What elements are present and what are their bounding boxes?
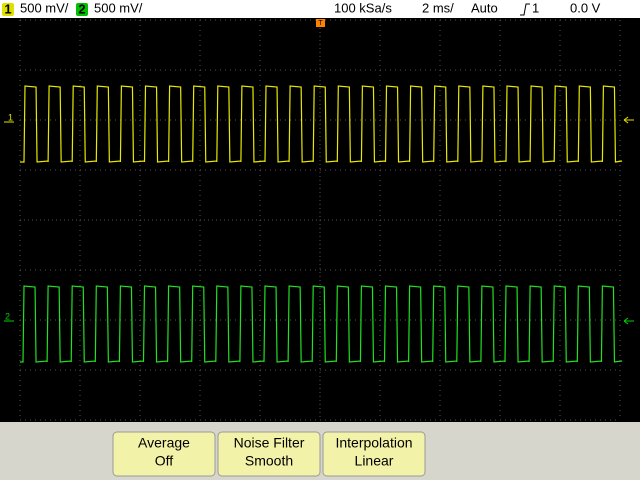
ch2-scale: 500 mV/ [94,0,143,15]
softkey-label[interactable]: Noise Filter [234,435,305,451]
waveform-trace [20,285,623,363]
ch1-badge [2,3,14,16]
ch1-marker: 1 [8,112,13,122]
softkey-label[interactable]: Interpolation [335,435,412,451]
softkey-button[interactable] [322,431,426,477]
trigger-edge-icon [520,3,530,16]
softkey-button[interactable] [112,431,216,477]
ch2-marker: 2 [5,311,10,321]
timebase: 2 ms/ [422,0,454,15]
status-bar [0,0,640,18]
grid [19,19,621,421]
trigger-marker [316,19,325,27]
sample-rate: 100 kSa/s [334,0,392,15]
trigger-source: 1 [532,0,539,15]
softkey-value[interactable]: Linear [355,453,394,469]
ch2-arrow [623,317,634,325]
waveform-trace [20,85,623,163]
softkey[interactable]: Interpolation Linear [322,431,426,477]
softkey[interactable]: Average Off [112,431,216,477]
ch2-number: 2 [78,1,85,16]
softkey-value[interactable]: Smooth [245,453,293,469]
softkey[interactable]: Noise Filter Smooth [217,431,321,477]
trigger-level: 0.0 V [570,0,601,15]
trigger-mode: Auto [471,0,498,15]
ch2-badge [76,3,88,16]
ch1-trigger-arrow [623,116,634,124]
softkey-button[interactable] [217,431,321,477]
softkey-value[interactable]: Off [155,453,174,469]
ch1-scale: 500 mV/ [20,0,69,15]
waveforms [20,85,623,363]
ch1-number: 1 [4,1,11,16]
trigger-marker-label: T [318,20,323,27]
softkey-label[interactable]: Average [138,435,190,451]
